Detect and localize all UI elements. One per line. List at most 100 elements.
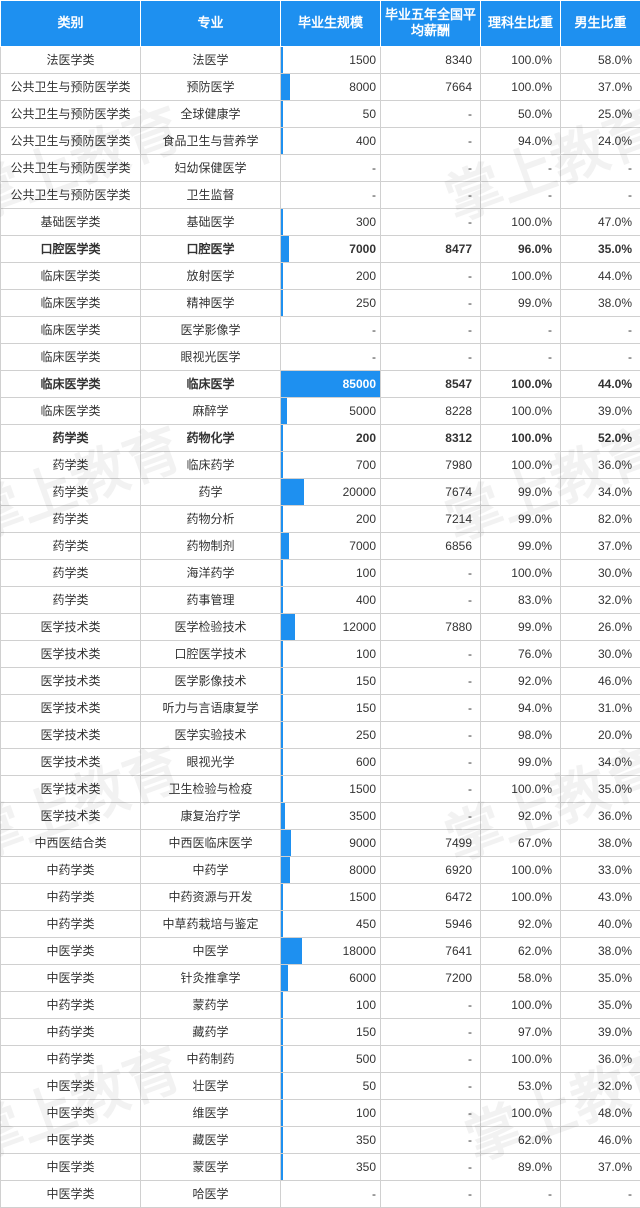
science-ratio-cell: 99.0%	[481, 478, 561, 505]
salary-cell: -	[381, 127, 481, 154]
scale-value: 100	[281, 560, 376, 586]
scale-value: 9000	[281, 830, 376, 856]
male-ratio-cell: 38.0%	[561, 937, 640, 964]
science-ratio-cell: 98.0%	[481, 721, 561, 748]
male-ratio-cell: 31.0%	[561, 694, 640, 721]
salary-cell: -	[381, 289, 481, 316]
male-ratio-cell: -	[561, 343, 640, 370]
scale-value: -	[281, 155, 376, 181]
scale-cell: 100	[281, 991, 381, 1018]
major-cell: 藏药学	[141, 1018, 281, 1045]
major-cell: 眼视光医学	[141, 343, 281, 370]
scale-cell: 18000	[281, 937, 381, 964]
category-cell: 药学类	[1, 424, 141, 451]
salary-cell: -	[381, 991, 481, 1018]
major-cell: 医学影像学	[141, 316, 281, 343]
salary-cell: -	[381, 343, 481, 370]
scale-cell: 85000	[281, 370, 381, 397]
male-ratio-cell: 35.0%	[561, 775, 640, 802]
science-ratio-cell: 89.0%	[481, 1153, 561, 1180]
major-cell: 药学	[141, 478, 281, 505]
scale-cell: 8000	[281, 73, 381, 100]
table-row: 公共卫生与预防医学类卫生监督----	[1, 181, 640, 208]
major-cell: 蒙医学	[141, 1153, 281, 1180]
salary-cell: 6920	[381, 856, 481, 883]
category-cell: 临床医学类	[1, 289, 141, 316]
scale-value: 6000	[281, 965, 376, 991]
scale-value: 8000	[281, 857, 376, 883]
male-ratio-cell: 34.0%	[561, 748, 640, 775]
scale-cell: 200	[281, 424, 381, 451]
table-row: 医学技术类医学影像技术150-92.0%46.0%	[1, 667, 640, 694]
scale-cell: 100	[281, 1099, 381, 1126]
scale-cell: -	[281, 1180, 381, 1207]
scale-value: 8000	[281, 74, 376, 100]
major-cell: 眼视光学	[141, 748, 281, 775]
major-cell: 口腔医学	[141, 235, 281, 262]
scale-value: -	[281, 1181, 376, 1207]
salary-cell: 8477	[381, 235, 481, 262]
table-row: 药学类药物分析200721499.0%82.0%	[1, 505, 640, 532]
scale-cell: 450	[281, 910, 381, 937]
male-ratio-cell: 33.0%	[561, 856, 640, 883]
major-cell: 壮医学	[141, 1072, 281, 1099]
science-ratio-cell: 62.0%	[481, 937, 561, 964]
majors-table: 类别专业毕业生规模毕业五年全国平均薪酬理科生比重男生比重 法医学类法医学1500…	[0, 0, 640, 1208]
major-cell: 基础医学	[141, 208, 281, 235]
salary-cell: 8340	[381, 46, 481, 73]
category-cell: 医学技术类	[1, 694, 141, 721]
male-ratio-cell: 39.0%	[561, 1018, 640, 1045]
table-row: 医学技术类医学检验技术12000788099.0%26.0%	[1, 613, 640, 640]
category-cell: 药学类	[1, 586, 141, 613]
salary-cell: 7200	[381, 964, 481, 991]
science-ratio-cell: -	[481, 181, 561, 208]
male-ratio-cell: 44.0%	[561, 262, 640, 289]
table-row: 临床医学类医学影像学----	[1, 316, 640, 343]
table-row: 基础医学类基础医学300-100.0%47.0%	[1, 208, 640, 235]
major-cell: 麻醉学	[141, 397, 281, 424]
science-ratio-cell: 58.0%	[481, 964, 561, 991]
scale-value: 100	[281, 992, 376, 1018]
category-cell: 药学类	[1, 478, 141, 505]
table-row: 药学类药物化学2008312100.0%52.0%	[1, 424, 640, 451]
male-ratio-cell: 48.0%	[561, 1099, 640, 1126]
salary-cell: -	[381, 1072, 481, 1099]
salary-cell: -	[381, 208, 481, 235]
science-ratio-cell: 100.0%	[481, 559, 561, 586]
scale-cell: 200	[281, 262, 381, 289]
science-ratio-cell: 100.0%	[481, 370, 561, 397]
major-cell: 药物化学	[141, 424, 281, 451]
salary-cell: -	[381, 1153, 481, 1180]
scale-value: 500	[281, 1046, 376, 1072]
scale-value: 50	[281, 1073, 376, 1099]
table-row: 医学技术类医学实验技术250-98.0%20.0%	[1, 721, 640, 748]
category-cell: 中西医结合类	[1, 829, 141, 856]
salary-cell: -	[381, 559, 481, 586]
scale-cell: 100	[281, 640, 381, 667]
science-ratio-cell: 96.0%	[481, 235, 561, 262]
category-cell: 口腔医学类	[1, 235, 141, 262]
column-header: 毕业生规模	[281, 1, 381, 47]
science-ratio-cell: 100.0%	[481, 262, 561, 289]
column-header: 毕业五年全国平均薪酬	[381, 1, 481, 47]
science-ratio-cell: 94.0%	[481, 694, 561, 721]
salary-cell: 7664	[381, 73, 481, 100]
scale-value: 100	[281, 1100, 376, 1126]
category-cell: 公共卫生与预防医学类	[1, 154, 141, 181]
scale-value: 50	[281, 101, 376, 127]
table-row: 中药学类中药制药500-100.0%36.0%	[1, 1045, 640, 1072]
science-ratio-cell: 100.0%	[481, 208, 561, 235]
science-ratio-cell: 97.0%	[481, 1018, 561, 1045]
scale-cell: 150	[281, 1018, 381, 1045]
table-row: 法医学类法医学15008340100.0%58.0%	[1, 46, 640, 73]
category-cell: 医学技术类	[1, 748, 141, 775]
major-cell: 预防医学	[141, 73, 281, 100]
male-ratio-cell: 32.0%	[561, 586, 640, 613]
scale-value: 250	[281, 722, 376, 748]
science-ratio-cell: 99.0%	[481, 748, 561, 775]
salary-cell: -	[381, 1180, 481, 1207]
major-cell: 针灸推拿学	[141, 964, 281, 991]
male-ratio-cell: 37.0%	[561, 532, 640, 559]
table-row: 药学类临床药学7007980100.0%36.0%	[1, 451, 640, 478]
scale-value: 3500	[281, 803, 376, 829]
